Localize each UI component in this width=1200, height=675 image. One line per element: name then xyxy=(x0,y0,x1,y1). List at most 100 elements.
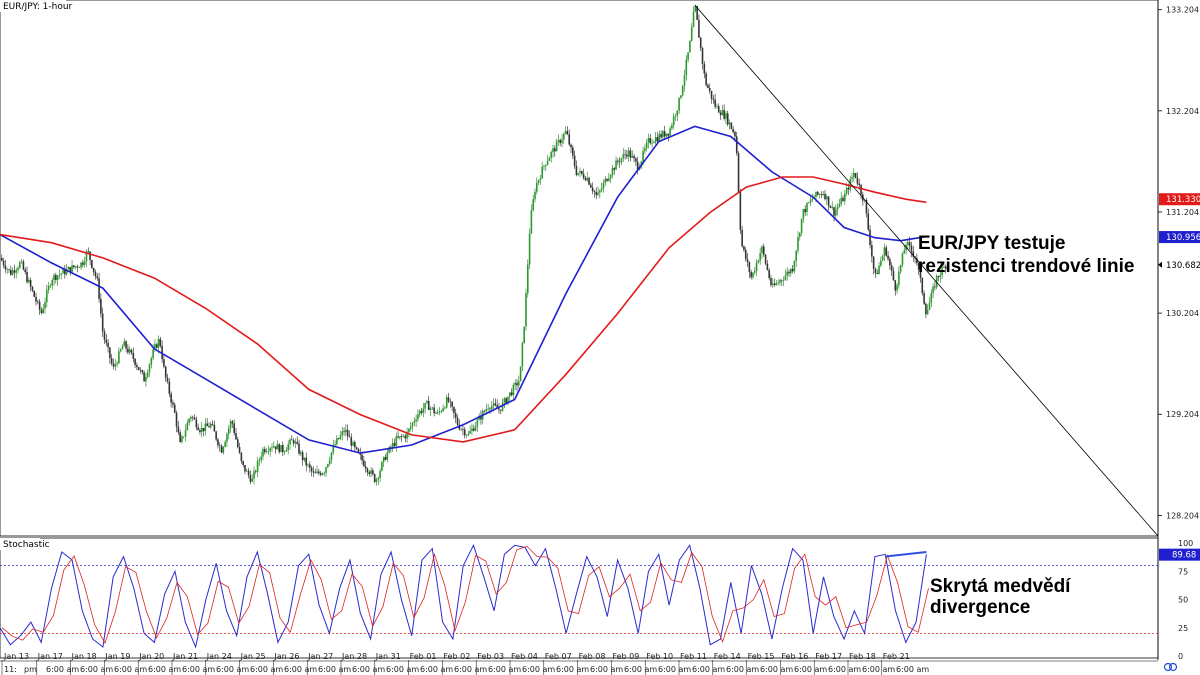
candle-body xyxy=(584,178,587,181)
candle-body xyxy=(672,116,675,126)
candle-body xyxy=(71,265,73,273)
candle-body xyxy=(766,263,769,270)
x-date-label: Feb 08 xyxy=(579,652,606,661)
candle-body xyxy=(460,429,462,430)
candle-body xyxy=(177,426,180,433)
x-time-label: 6:00 am xyxy=(216,665,249,674)
candle-body xyxy=(932,286,934,294)
candle-body xyxy=(910,245,913,252)
candle-body xyxy=(244,465,246,472)
candle-body xyxy=(91,260,93,268)
candle-body xyxy=(337,438,340,440)
candle-body xyxy=(154,344,156,350)
candle-body xyxy=(653,142,655,143)
candle-body xyxy=(694,6,697,12)
candle-body xyxy=(355,447,358,449)
candle-body xyxy=(656,137,659,142)
stochastic-tick-label: 0 xyxy=(1178,652,1183,661)
candle-body xyxy=(197,427,199,431)
price-tag-label: 131.330 xyxy=(1166,195,1200,205)
candle-body xyxy=(854,172,857,178)
candle-body xyxy=(361,454,363,461)
candle-body xyxy=(336,438,338,445)
candle-body xyxy=(179,432,181,443)
candle-body xyxy=(296,441,299,444)
candle-body xyxy=(170,393,172,403)
candle-body xyxy=(345,429,347,433)
candle-body xyxy=(701,48,704,64)
candle-body xyxy=(211,423,214,425)
candle-body xyxy=(395,436,398,446)
candle-body xyxy=(712,98,715,100)
candle-body xyxy=(510,392,513,396)
candle-body xyxy=(40,309,43,314)
stochastic-value-tag xyxy=(1159,548,1200,561)
x-date-label: Jan 21 xyxy=(172,652,198,661)
candle-body xyxy=(761,246,763,253)
price-tag xyxy=(1159,193,1200,206)
candle-body xyxy=(298,443,300,454)
price-tick-label: 132.204 xyxy=(1166,107,1199,116)
candle-body xyxy=(431,407,434,409)
candle-body xyxy=(564,130,567,134)
candle-body xyxy=(406,432,408,439)
candle-body xyxy=(251,478,253,482)
candle-body xyxy=(811,198,814,200)
candle-body xyxy=(472,428,475,431)
candle-body xyxy=(186,422,189,431)
candle-body xyxy=(366,468,369,473)
candle-body xyxy=(235,433,237,440)
candle-body xyxy=(58,274,61,276)
x-time-label: 6:00 am xyxy=(658,665,691,674)
candle-body xyxy=(944,266,947,269)
candle-body xyxy=(683,75,686,86)
price-tick-label: 133.204 xyxy=(1166,6,1199,15)
candle-body xyxy=(480,415,482,420)
x-time-label: 6:00 am xyxy=(46,665,79,674)
candle-body xyxy=(651,142,653,144)
candle-body xyxy=(692,11,695,28)
price-tick-label: 128.204 xyxy=(1166,511,1199,520)
candle-body xyxy=(537,179,540,183)
x-date-label: Feb 16 xyxy=(781,652,808,661)
candle-body xyxy=(485,408,488,412)
candle-body xyxy=(901,253,904,265)
candle-body xyxy=(541,166,544,179)
candle-body xyxy=(575,165,578,175)
candle-body xyxy=(65,269,68,275)
candle-body xyxy=(703,63,706,74)
x-date-label: Jan 20 xyxy=(138,652,164,661)
candle-body xyxy=(260,456,262,460)
candle-body xyxy=(595,192,598,195)
candle-body xyxy=(566,130,569,135)
candle-body xyxy=(343,431,345,433)
candle-body xyxy=(644,148,646,151)
candle-body xyxy=(269,448,271,452)
candle-body xyxy=(802,209,805,219)
candle-body xyxy=(597,192,599,195)
candle-body xyxy=(708,87,711,91)
candle-body xyxy=(579,171,581,173)
x-time-label: 6:00 am xyxy=(318,665,351,674)
x-time-label: 6:00 am xyxy=(556,665,589,674)
candle-body xyxy=(784,275,787,280)
link-icon[interactable] xyxy=(1163,662,1178,672)
candle-body xyxy=(119,349,122,352)
candle-body xyxy=(278,444,281,453)
x-time-label: 6:00 am xyxy=(522,665,555,674)
candle-body xyxy=(404,435,407,439)
candle-body xyxy=(222,446,225,453)
candle-body xyxy=(163,359,165,367)
candle-body xyxy=(348,436,351,438)
x-date-label: Feb 07 xyxy=(545,652,572,661)
candle-body xyxy=(370,470,372,474)
candle-body xyxy=(29,280,32,287)
candle-body xyxy=(514,382,516,385)
candle-body xyxy=(552,148,554,153)
candle-body xyxy=(829,205,832,208)
candle-body xyxy=(438,411,441,413)
candle-body xyxy=(719,112,722,116)
candle-body xyxy=(734,131,736,137)
candle-body xyxy=(898,271,900,286)
x-time-label: 6:00 am xyxy=(114,665,147,674)
